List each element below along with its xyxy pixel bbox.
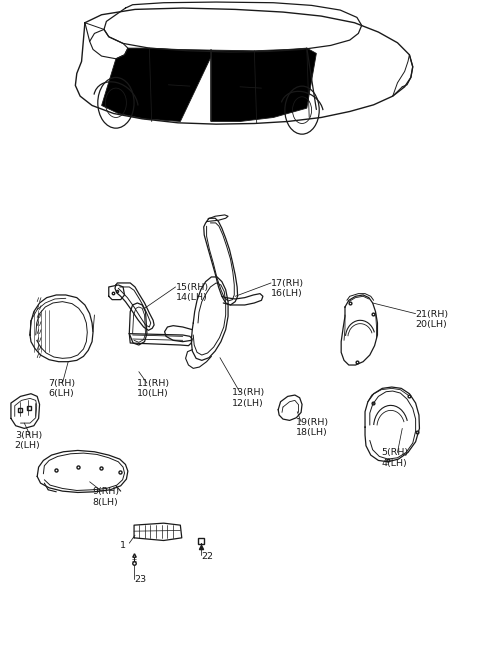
Text: 21(RH)
20(LH): 21(RH) 20(LH) <box>416 310 449 329</box>
Text: 22: 22 <box>201 552 213 561</box>
Text: 1: 1 <box>120 541 126 549</box>
Text: 9(RH)
8(LH): 9(RH) 8(LH) <box>92 487 119 507</box>
Polygon shape <box>102 48 211 121</box>
Text: 23: 23 <box>134 576 146 584</box>
Polygon shape <box>211 48 316 121</box>
Text: 17(RH)
16(LH): 17(RH) 16(LH) <box>271 279 304 298</box>
Text: 3(RH)
2(LH): 3(RH) 2(LH) <box>15 431 42 450</box>
Text: 13(RH)
12(LH): 13(RH) 12(LH) <box>232 389 265 408</box>
Text: 7(RH)
6(LH): 7(RH) 6(LH) <box>48 379 75 399</box>
Text: 5(RH)
4(LH): 5(RH) 4(LH) <box>381 448 408 468</box>
Text: 11(RH)
10(LH): 11(RH) 10(LH) <box>137 379 170 399</box>
Text: 15(RH)
14(LH): 15(RH) 14(LH) <box>176 283 209 302</box>
Text: 19(RH)
18(LH): 19(RH) 18(LH) <box>296 417 329 437</box>
